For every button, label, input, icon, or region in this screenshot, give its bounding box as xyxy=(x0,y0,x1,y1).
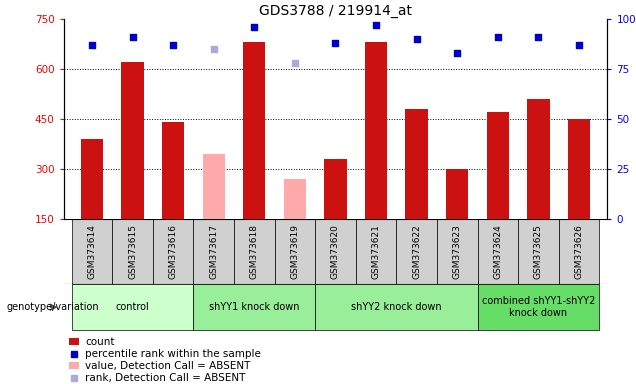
Bar xyxy=(69,338,79,346)
Bar xyxy=(234,219,275,284)
Point xyxy=(411,36,422,42)
Title: GDS3788 / 219914_at: GDS3788 / 219914_at xyxy=(259,4,412,18)
Bar xyxy=(153,219,193,284)
Point xyxy=(290,60,300,66)
Point xyxy=(331,40,341,46)
Bar xyxy=(406,109,428,219)
Bar xyxy=(324,159,347,219)
Bar xyxy=(72,219,113,284)
Text: GSM373619: GSM373619 xyxy=(291,224,300,279)
Point xyxy=(574,42,584,48)
Text: shYY1 knock down: shYY1 knock down xyxy=(209,302,300,312)
Text: value, Detection Call = ABSENT: value, Detection Call = ABSENT xyxy=(85,361,251,371)
Bar xyxy=(275,219,315,284)
Text: GSM373618: GSM373618 xyxy=(250,224,259,279)
Text: GSM373615: GSM373615 xyxy=(128,224,137,279)
Text: GSM373617: GSM373617 xyxy=(209,224,218,279)
Bar xyxy=(558,219,599,284)
Text: control: control xyxy=(116,302,149,312)
Bar xyxy=(396,219,437,284)
Text: GSM373616: GSM373616 xyxy=(169,224,177,279)
Bar xyxy=(69,362,79,369)
Bar xyxy=(113,219,153,284)
Bar xyxy=(446,169,468,219)
Point xyxy=(87,42,97,48)
Point xyxy=(127,34,137,40)
Bar xyxy=(243,43,265,219)
Bar xyxy=(284,179,306,219)
Text: GSM373622: GSM373622 xyxy=(412,224,421,279)
Text: GSM373614: GSM373614 xyxy=(88,224,97,279)
Bar xyxy=(121,63,144,219)
Bar xyxy=(478,284,599,330)
Bar xyxy=(193,219,234,284)
Text: combined shYY1-shYY2
knock down: combined shYY1-shYY2 knock down xyxy=(481,296,595,318)
Text: GSM373625: GSM373625 xyxy=(534,224,543,279)
Text: percentile rank within the sample: percentile rank within the sample xyxy=(85,349,261,359)
Text: GSM373626: GSM373626 xyxy=(574,224,583,279)
Bar xyxy=(315,219,356,284)
Point xyxy=(534,34,544,40)
Bar xyxy=(315,284,478,330)
Bar xyxy=(568,119,590,219)
Bar xyxy=(437,219,478,284)
Bar xyxy=(81,139,103,219)
Text: rank, Detection Call = ABSENT: rank, Detection Call = ABSENT xyxy=(85,373,245,383)
Text: shYY2 knock down: shYY2 knock down xyxy=(351,302,441,312)
Bar xyxy=(162,122,184,219)
Point xyxy=(452,50,462,56)
Bar xyxy=(527,99,550,219)
Point xyxy=(168,42,178,48)
Text: GSM373624: GSM373624 xyxy=(494,224,502,279)
Bar xyxy=(72,284,193,330)
Point xyxy=(249,24,259,30)
Bar xyxy=(365,43,387,219)
Bar xyxy=(356,219,396,284)
Point xyxy=(493,34,503,40)
Text: GSM373623: GSM373623 xyxy=(453,224,462,279)
Point xyxy=(209,46,219,52)
Bar xyxy=(487,113,509,219)
Bar xyxy=(518,219,558,284)
Bar xyxy=(478,219,518,284)
Bar xyxy=(193,284,315,330)
Text: GSM373620: GSM373620 xyxy=(331,224,340,279)
Text: genotype/variation: genotype/variation xyxy=(6,302,99,312)
Text: count: count xyxy=(85,337,115,347)
Bar xyxy=(203,154,225,219)
Text: GSM373621: GSM373621 xyxy=(371,224,380,279)
Point xyxy=(371,22,381,28)
